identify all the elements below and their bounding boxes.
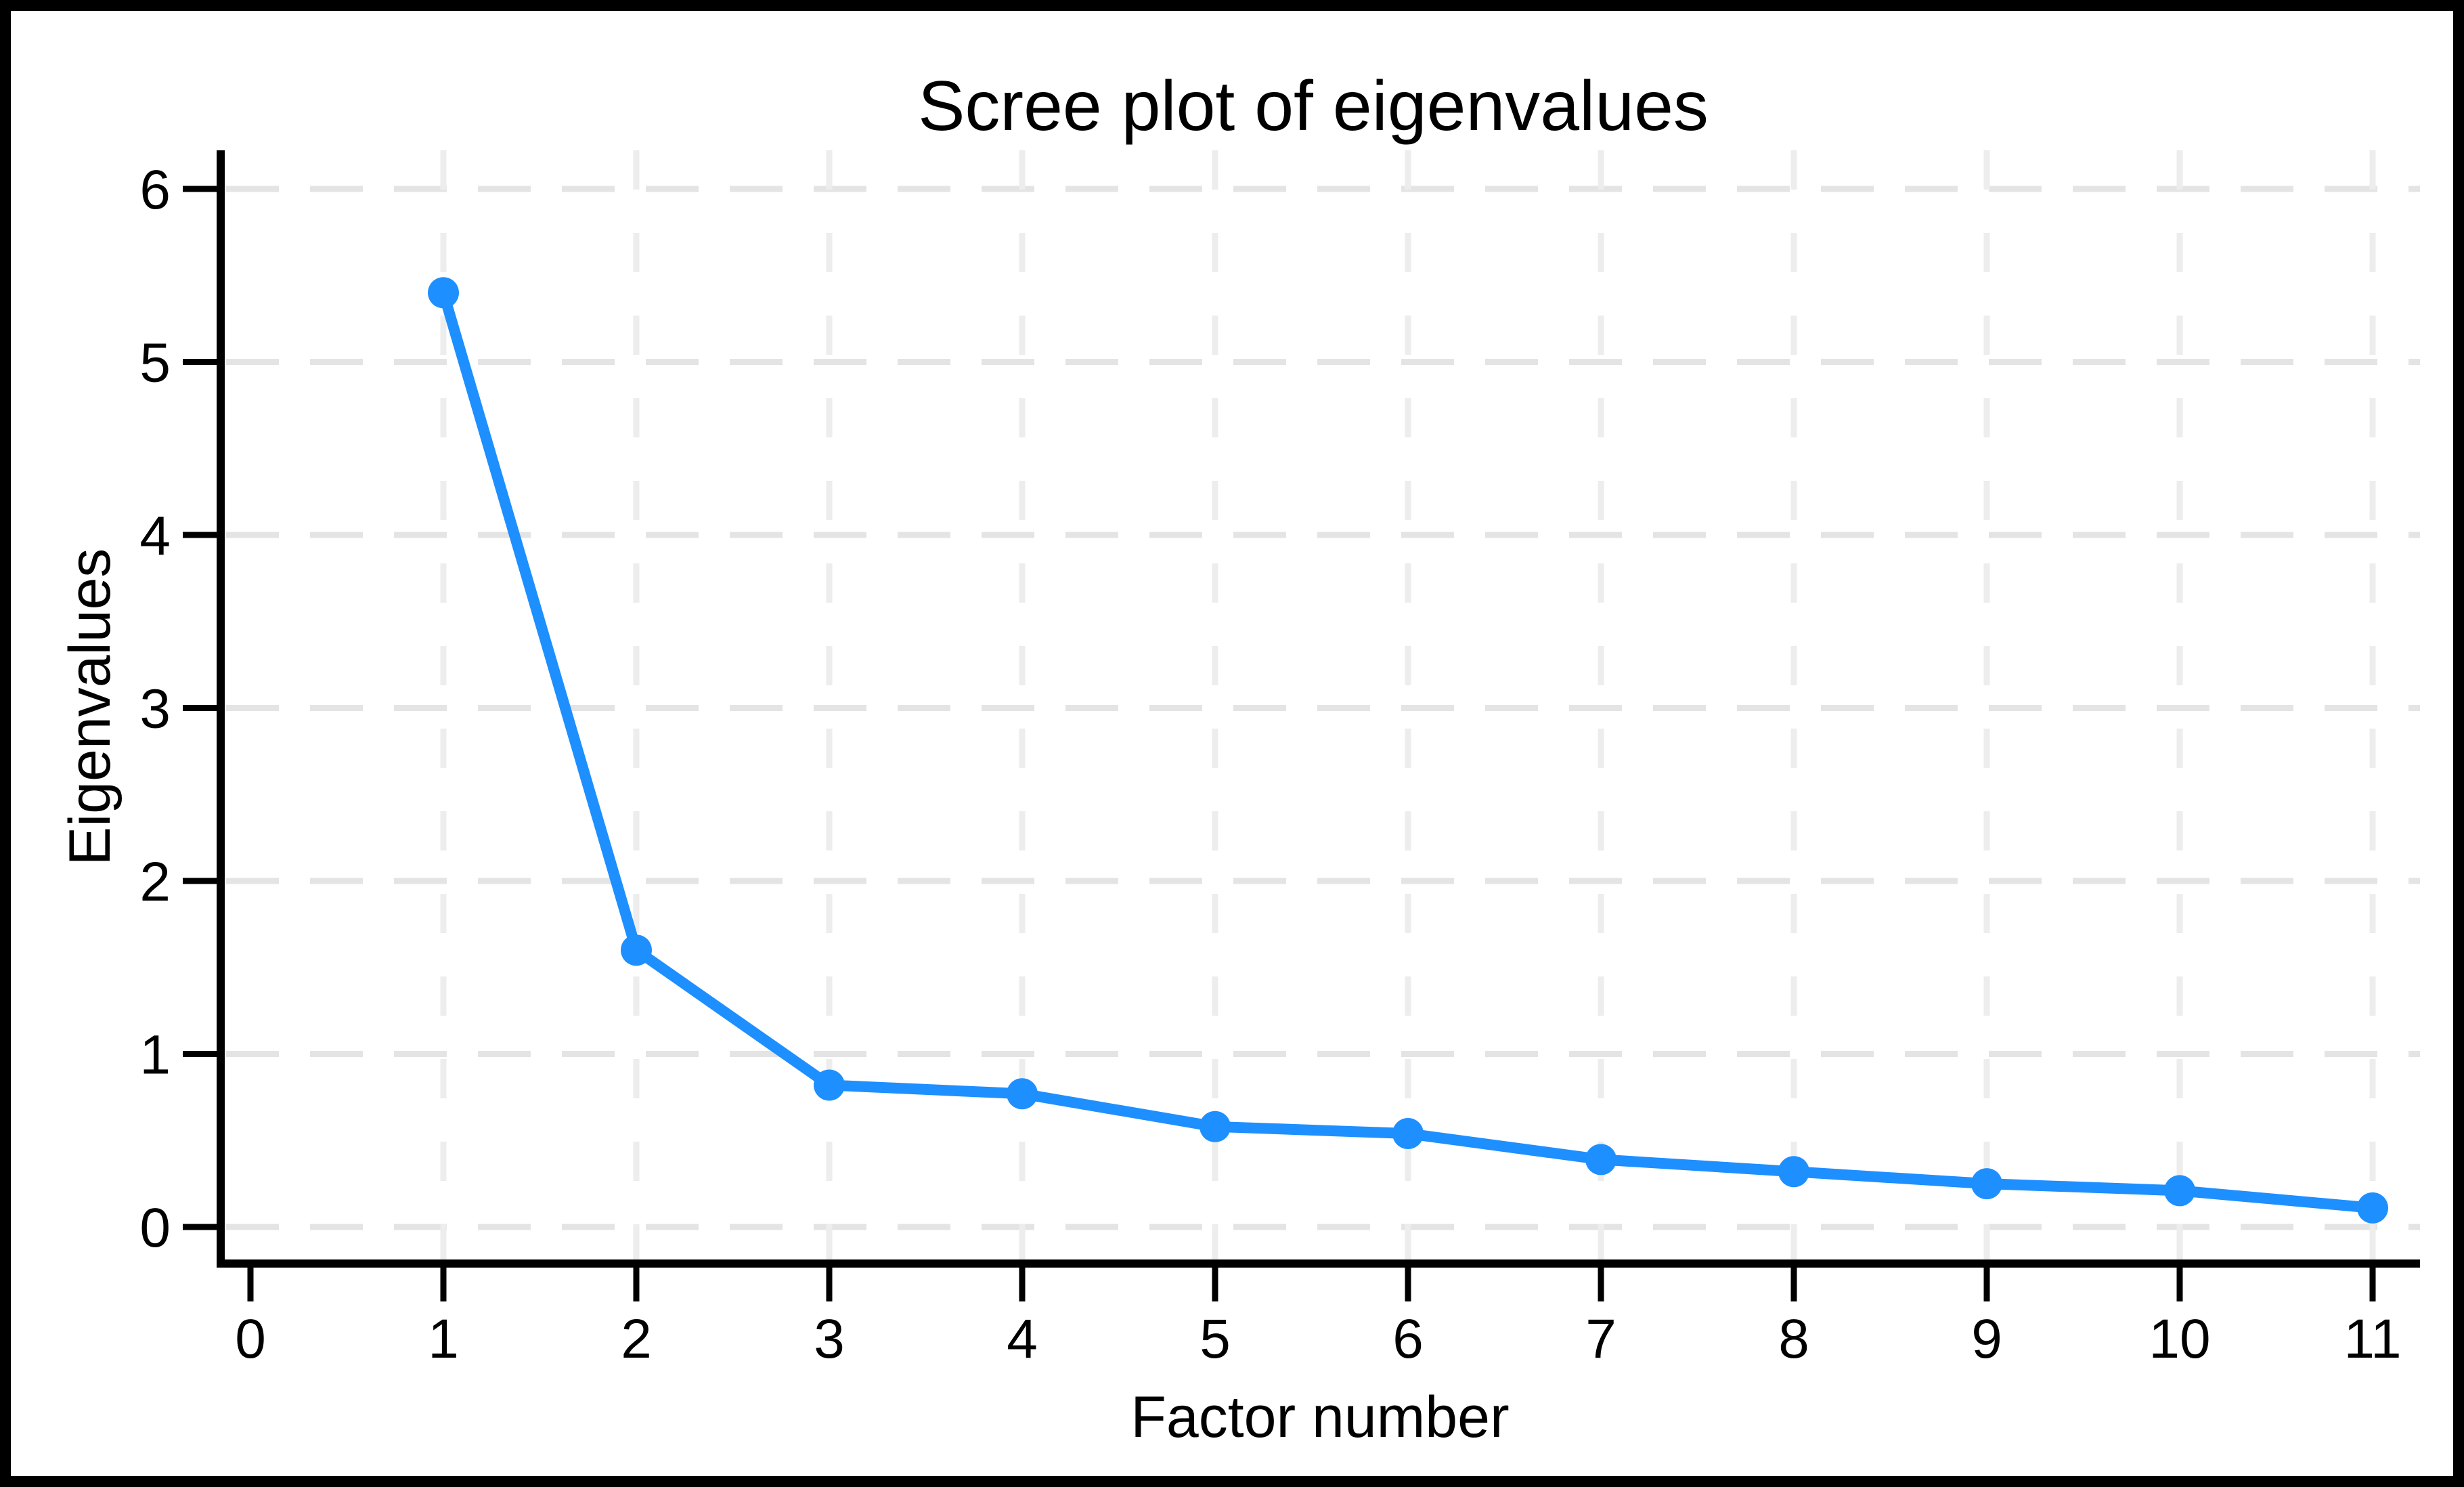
- x-tick-label: 9: [1971, 1308, 2002, 1370]
- data-point-factor-4: [1007, 1078, 1038, 1110]
- data-point-factor-8: [1778, 1156, 1809, 1188]
- axes: [217, 150, 2420, 1268]
- x-tick-label: 7: [1585, 1308, 1616, 1370]
- y-tick-label: 1: [139, 1025, 171, 1086]
- vertical-gridlines: [440, 150, 2376, 1259]
- y-tick-label: 0: [139, 1197, 171, 1259]
- x-tick-label: 3: [814, 1308, 845, 1370]
- data-point-factor-6: [1392, 1118, 1424, 1150]
- chart-title: Scree plot of eigenvalues: [918, 67, 1709, 146]
- data-point-factor-2: [621, 934, 652, 966]
- data-point-factor-11: [2357, 1192, 2388, 1224]
- x-tick-label: 4: [1007, 1308, 1038, 1370]
- x-axis-ticks: 0 1 2 3 4 5 6 7 8 9 10 11: [235, 1268, 2402, 1370]
- data-point-factor-5: [1200, 1111, 1231, 1142]
- y-tick-label: 3: [139, 678, 171, 740]
- y-tick-label: 2: [139, 851, 171, 913]
- y-axis-title: Eigenvalues: [58, 548, 123, 866]
- x-tick-label: 10: [2149, 1308, 2210, 1370]
- x-tick-label: 2: [621, 1308, 652, 1370]
- y-axis-ticks: 0 1 2 3 4 5 6: [139, 159, 217, 1259]
- data-point-factor-1: [428, 277, 459, 309]
- x-tick-label: 11: [2344, 1308, 2401, 1370]
- eigenvalue-series: [428, 277, 2388, 1224]
- y-tick-label: 5: [139, 332, 171, 394]
- data-point-factor-10: [2164, 1175, 2195, 1207]
- x-tick-label: 5: [1200, 1308, 1231, 1370]
- y-tick-label: 4: [139, 505, 171, 567]
- y-tick-label: 6: [139, 159, 171, 221]
- x-tick-label: 0: [235, 1308, 266, 1370]
- x-tick-label: 6: [1392, 1308, 1424, 1370]
- horizontal-gridlines: [226, 186, 2420, 1230]
- x-axis-title: Factor number: [1130, 1385, 1509, 1450]
- data-point-factor-7: [1585, 1144, 1616, 1176]
- x-tick-label: 8: [1778, 1308, 1809, 1370]
- data-point-factor-3: [814, 1069, 845, 1101]
- x-tick-label: 1: [428, 1308, 459, 1370]
- data-point-factor-9: [1971, 1168, 2002, 1200]
